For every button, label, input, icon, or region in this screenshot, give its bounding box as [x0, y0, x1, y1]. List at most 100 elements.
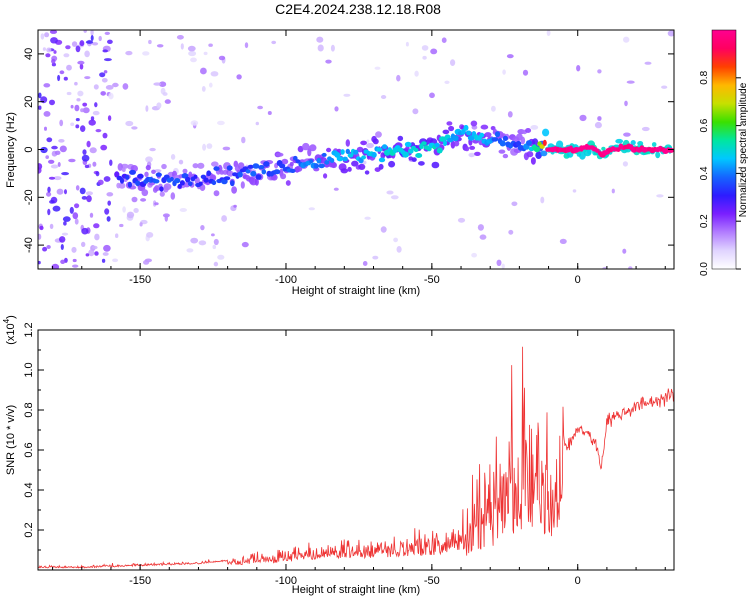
ridge-halo: [275, 152, 284, 157]
ridge-core: [250, 170, 257, 177]
ridge-core: [185, 176, 191, 183]
ridge-halo: [464, 146, 470, 152]
noise-blob: [145, 105, 149, 112]
noise-blob: [364, 216, 371, 220]
ridge-halo: [161, 163, 167, 170]
noise-blob: [51, 263, 60, 269]
colorbar-tick-label: 0.8: [699, 70, 710, 84]
noise-blob: [190, 120, 199, 126]
y-tick-label: 20: [23, 96, 35, 108]
ridge-halo: [340, 168, 349, 174]
y-tick-label: 0.2: [23, 522, 35, 537]
noise-blob: [81, 196, 88, 200]
noise-blob: [60, 259, 66, 264]
snr-multiplier-base: (x10: [5, 323, 17, 344]
y-tick-label: 0.6: [23, 442, 35, 457]
ridge-core: [502, 135, 508, 141]
noise-blob: [211, 233, 215, 237]
noise-blob: [48, 176, 56, 180]
noise-blob: [375, 131, 382, 138]
noise-blob: [47, 208, 51, 216]
ridge-core: [237, 171, 243, 178]
ridge-core: [247, 164, 254, 169]
noise-blob: [70, 104, 74, 109]
noise-blob: [611, 188, 615, 194]
ridge-halo: [418, 161, 425, 166]
noise-blob: [77, 90, 84, 97]
ridge-halo: [469, 145, 476, 150]
noise-blob: [200, 225, 205, 231]
noise-blob: [508, 229, 514, 235]
noise-blob: [271, 40, 277, 45]
noise-blob: [198, 240, 207, 246]
noise-blob: [82, 149, 87, 155]
noise-blob: [66, 91, 72, 96]
ridge-halo: [159, 191, 165, 197]
noise-blob: [57, 74, 61, 82]
ridge-core: [318, 163, 325, 169]
noise-blob: [530, 125, 539, 130]
noise-blob: [89, 147, 97, 154]
snr-multiplier-exp: 4: [2, 318, 11, 323]
ridge-halo: [240, 181, 245, 189]
y-tick-label: 1.0: [23, 362, 35, 377]
noise-blob: [46, 47, 52, 53]
noise-blob: [626, 80, 635, 84]
noise-blob: [75, 124, 80, 129]
noise-blob: [103, 244, 111, 252]
noise-blob: [79, 40, 85, 47]
noise-blob: [233, 204, 237, 208]
noise-blob: [122, 83, 129, 90]
noise-blob: [38, 260, 41, 265]
noise-blob: [159, 81, 167, 87]
ridge-halo: [144, 171, 149, 177]
ridge-halo: [356, 146, 364, 153]
ridge-core: [345, 148, 350, 155]
noise-blob: [94, 233, 100, 241]
noise-blob: [90, 30, 94, 36]
noise-blob: [644, 61, 652, 65]
ridge-core: [515, 140, 522, 147]
ridge-core: [261, 169, 267, 175]
ridge-core: [404, 141, 412, 147]
ridge-core: [179, 180, 185, 186]
ridge-halo: [281, 158, 289, 165]
ridge-core: [198, 181, 203, 186]
noise-blob: [38, 167, 42, 174]
noise-blob: [203, 51, 208, 56]
noise-blob: [405, 41, 409, 47]
noise-blob: [44, 126, 47, 131]
ridge-core: [263, 161, 270, 167]
ridge-core: [421, 141, 427, 146]
ridge-halo: [556, 140, 564, 149]
noise-blob: [91, 245, 98, 250]
noise-blob: [59, 236, 66, 243]
noise-blob: [140, 198, 147, 202]
noise-blob: [107, 115, 112, 121]
noise-blob: [316, 36, 324, 43]
noise-blob: [85, 191, 93, 196]
ridge-halo: [364, 170, 370, 175]
noise-blob: [576, 65, 581, 72]
noise-blob: [95, 171, 100, 177]
noise-blob: [59, 145, 67, 153]
ridge-core: [309, 159, 314, 164]
ridge-core: [443, 140, 447, 147]
noise-blob: [106, 192, 114, 197]
ridge-core: [499, 140, 506, 147]
colorbar-scale: [711, 29, 737, 270]
noise-blob: [105, 85, 114, 90]
ridge-core: [376, 147, 383, 152]
ridge-core: [463, 124, 469, 131]
noise-blob: [44, 32, 50, 38]
ridge-halo: [254, 178, 259, 186]
noise-blob: [93, 84, 99, 90]
ridge-core: [223, 176, 231, 181]
noise-blob: [45, 53, 51, 58]
noise-blob: [257, 105, 263, 110]
ridge-halo: [502, 153, 509, 159]
noise-blob: [76, 98, 81, 102]
colorbar-tick-label: 0.0: [699, 262, 710, 276]
noise-blob: [90, 116, 95, 121]
noise-blob: [236, 74, 242, 80]
